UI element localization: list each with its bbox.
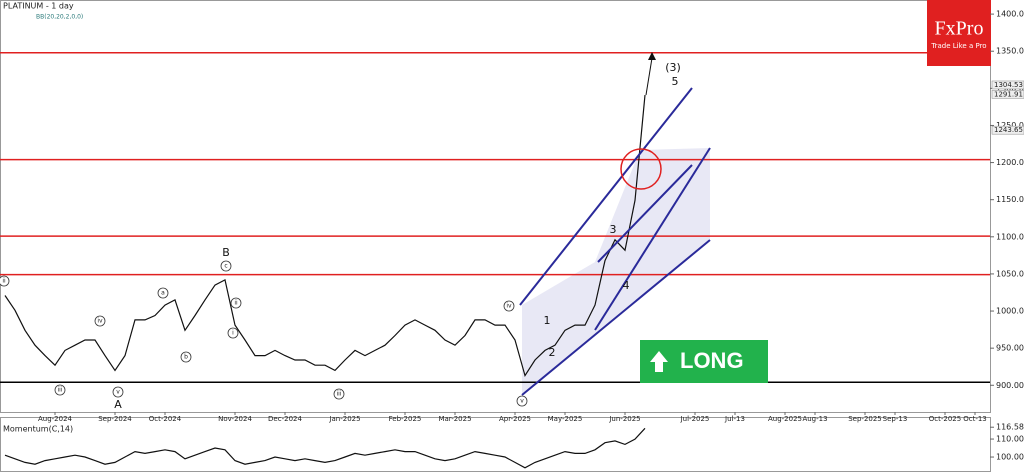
- wave-label: iii: [57, 387, 62, 394]
- x-tick-label: Mar-2025: [438, 415, 471, 423]
- y-tick-label: 1200.00: [996, 158, 1024, 167]
- x-tick-label: Aug-13: [802, 415, 827, 423]
- wave-label: B: [222, 246, 230, 259]
- wave-circle: [227, 327, 239, 339]
- momentum-title: Momentum(C,14): [3, 425, 73, 434]
- x-tick-label: Apr-2025: [499, 415, 531, 423]
- wave-circle: [94, 315, 106, 327]
- x-tick-label: Sep-13: [883, 415, 908, 423]
- y-tick-label: 900.00: [996, 381, 1024, 390]
- wave-label: iv: [506, 303, 512, 310]
- x-tick-label: Nov-2024: [218, 415, 252, 423]
- arrow-head: [648, 52, 656, 60]
- y-tick-label: 110.00: [996, 435, 1024, 444]
- wave-label: i: [232, 330, 234, 337]
- wave-circle: [230, 297, 242, 309]
- wave-label: 4: [623, 279, 630, 292]
- x-tick-label: Sep-2025: [848, 415, 882, 423]
- x-tick-label: Aug-2025: [768, 415, 802, 423]
- logo-text: FxPro: [935, 18, 984, 40]
- channel-line: [597, 164, 693, 263]
- x-tick-label: Aug-2024: [38, 415, 73, 423]
- logo-slogan: Trade Like a Pro: [930, 42, 986, 50]
- y-tick-label: 1400.00: [996, 10, 1024, 19]
- x-tick-label: Sep-2024: [98, 415, 132, 423]
- logo: [927, 0, 991, 66]
- x-tick-label: Jul-2025: [680, 415, 710, 423]
- price-tag: [991, 90, 1024, 99]
- x-tick-label: Jan-2025: [328, 415, 360, 423]
- price-line: [4, 94, 646, 378]
- wave-label: ii: [234, 300, 238, 307]
- momentum-panel: [0, 417, 991, 472]
- x-tick-label: Jul-13: [724, 415, 745, 423]
- wave-label: ii: [2, 278, 6, 285]
- y-tick-label: 950.00: [996, 344, 1024, 353]
- chart-title: PLATINUM - 1 day: [3, 2, 74, 11]
- wave-circle: [220, 260, 232, 272]
- wave-label: a: [161, 290, 165, 297]
- wave-circle: [516, 395, 528, 407]
- y-tick-label: 1150.00: [996, 195, 1024, 204]
- y-tick-label: 100.00: [996, 453, 1024, 462]
- y-tick-label: 1000.00: [996, 307, 1024, 316]
- channel-line: [519, 87, 693, 306]
- x-tick-label: Jun-2025: [608, 415, 640, 423]
- x-tick-label: Feb-2025: [389, 415, 422, 423]
- y-tick-label: 1350.00: [996, 47, 1024, 56]
- wave-circle: [0, 275, 10, 287]
- price-tag: [991, 125, 1024, 135]
- wave-label: v: [520, 398, 524, 405]
- x-tick-label: Dec-2024: [268, 415, 302, 423]
- y-tick-label: 1100.00: [996, 232, 1024, 241]
- wave-label: v: [116, 389, 120, 396]
- wave-label: 1: [544, 314, 551, 327]
- wave-label: iv: [97, 318, 103, 325]
- price-tag: [991, 80, 1024, 90]
- wave-label: iii: [336, 391, 341, 398]
- wave-label: c: [224, 263, 227, 270]
- channel-fill: [522, 148, 710, 395]
- x-tick-label: Oct-2024: [149, 415, 182, 423]
- x-tick-label: Oct-13: [963, 415, 987, 423]
- wave-label: 3: [610, 223, 617, 236]
- wave-label: A: [114, 398, 122, 411]
- wave-circle: [54, 384, 66, 396]
- y-tick-label: 1250.00: [996, 121, 1024, 130]
- highlight-circle: [620, 148, 662, 190]
- wave-circle: [157, 287, 169, 299]
- channel-line: [594, 147, 711, 331]
- signal-text: LONG: [680, 348, 744, 373]
- arrow: [645, 57, 653, 96]
- wave-circle: [503, 300, 515, 312]
- indicator-label: BB(20,20,2,0,0): [36, 14, 83, 21]
- y-tick-label: 1050.00: [996, 269, 1024, 278]
- signal-arrow: [650, 351, 668, 372]
- wave-circle: [333, 388, 345, 400]
- channel-line: [521, 239, 711, 396]
- y-tick-label: 116.58: [996, 423, 1024, 432]
- main-panel: [0, 0, 991, 413]
- price-tag-label: 1243.65: [994, 126, 1023, 134]
- wave-label: 5: [672, 75, 679, 88]
- wave-label: b: [184, 354, 188, 361]
- price-tag-label: 1304.53: [994, 81, 1023, 89]
- x-tick-label: Oct-2025: [929, 415, 961, 423]
- wave-circle: [112, 386, 124, 398]
- x-tick-label: May-2025: [548, 415, 583, 423]
- wave-circle: [180, 351, 192, 363]
- price-tag-label: 1291.91: [994, 90, 1023, 98]
- momentum-line: [4, 427, 646, 469]
- wave-label: (3): [665, 61, 681, 74]
- wave-label: 2: [549, 346, 556, 359]
